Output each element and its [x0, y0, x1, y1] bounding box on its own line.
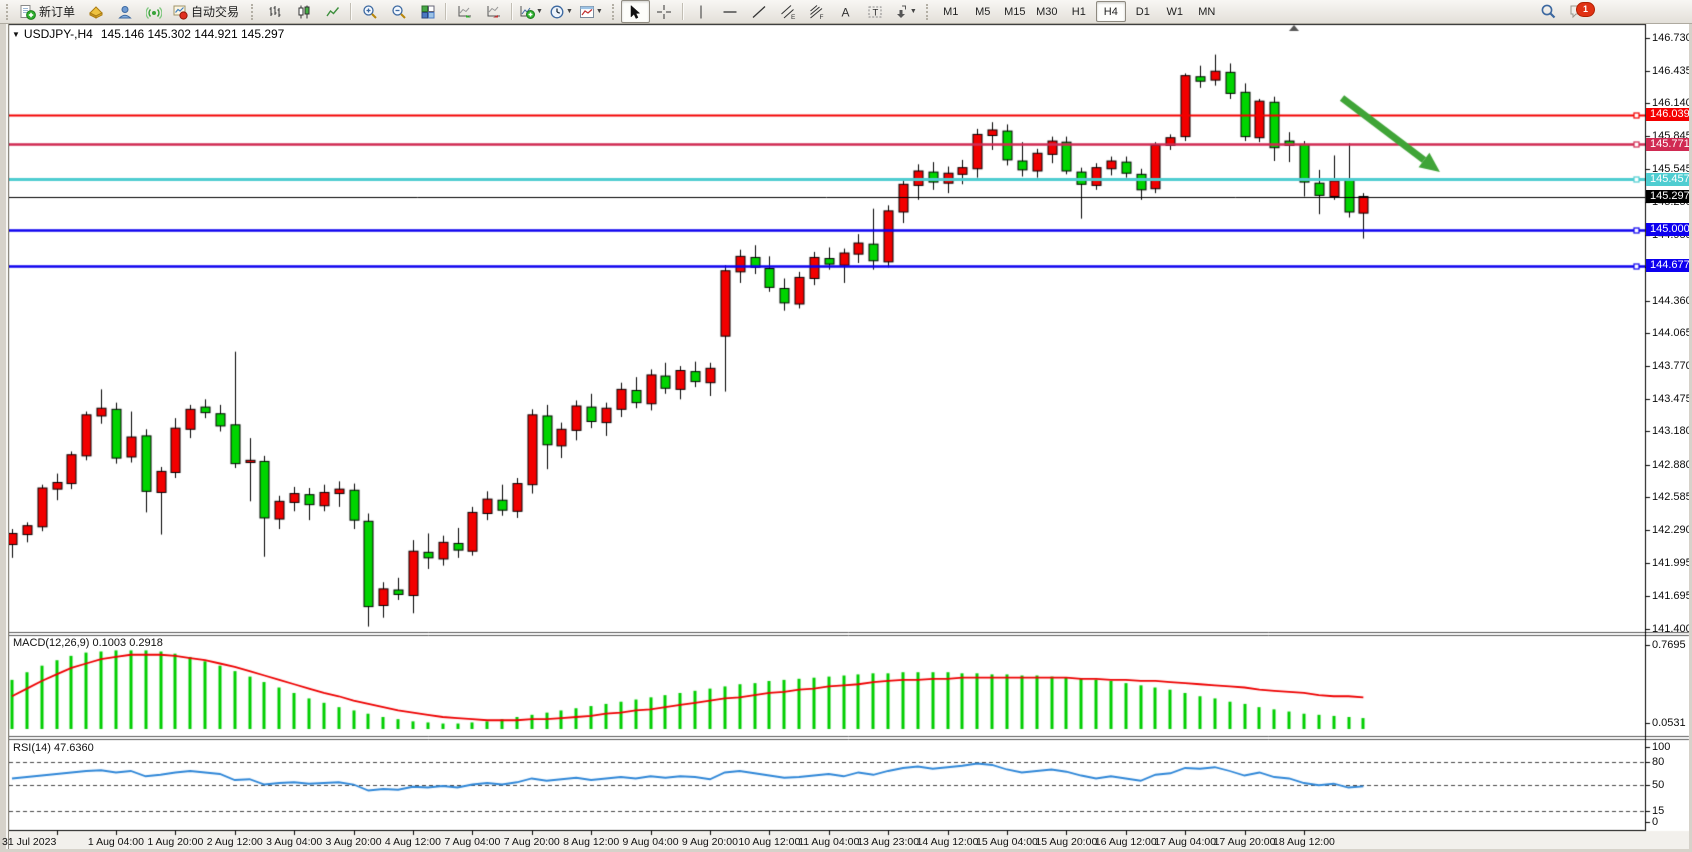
- fibonacci-tool-button[interactable]: F: [803, 0, 832, 23]
- chart-shift-button[interactable]: [479, 0, 508, 23]
- clock-icon: [549, 4, 565, 20]
- ohlc-bars-icon: [267, 4, 283, 20]
- auto-scroll-button[interactable]: [450, 0, 479, 23]
- arrows-icon: [893, 4, 909, 20]
- line-chart-button[interactable]: [318, 0, 347, 23]
- market-profile-button[interactable]: [110, 0, 139, 23]
- line-chart-icon: [325, 4, 341, 20]
- new-order-button[interactable]: 新订单: [15, 0, 81, 23]
- channel-icon: E: [780, 4, 796, 20]
- notification-badge: 1: [1576, 2, 1595, 17]
- fibonacci-icon: F: [809, 4, 825, 20]
- autotrading-label: 自动交易: [191, 5, 240, 19]
- svg-text:E: E: [791, 14, 796, 20]
- profile-icon: [117, 4, 133, 20]
- toolbar-separator: [445, 3, 448, 20]
- timeframe-button-W1[interactable]: W1: [1166, 5, 1184, 18]
- zoom-in-button[interactable]: [355, 0, 384, 23]
- tile-windows-icon: [420, 4, 436, 20]
- cursor-arrow-icon: [627, 4, 643, 20]
- chevron-down-icon: ▼: [536, 8, 543, 15]
- horizontal-line-tool-button[interactable]: [716, 0, 745, 23]
- signals-button[interactable]: [139, 0, 168, 23]
- timeframe-button-D1[interactable]: D1: [1135, 5, 1150, 18]
- search-button[interactable]: [1534, 0, 1563, 23]
- new-order-icon: [19, 4, 36, 20]
- vertical-line-tool-button[interactable]: [687, 0, 716, 23]
- chevron-down-icon: ▼: [595, 8, 603, 15]
- tile-windows-button[interactable]: [413, 0, 442, 23]
- toolbar-grip[interactable]: [611, 3, 617, 20]
- crosshair-tool-button[interactable]: [650, 0, 679, 23]
- notifications-button[interactable]: 1: [1563, 0, 1595, 23]
- chevron-down-icon: ▼: [565, 8, 573, 15]
- chart-shift-icon: [486, 4, 502, 20]
- metaeditor-button[interactable]: [81, 0, 110, 23]
- window-bottom-border: [0, 849, 1692, 852]
- window-left-border: [0, 23, 9, 852]
- toolbar-separator: [681, 3, 684, 20]
- timeframe-button-M15[interactable]: M15: [1004, 5, 1026, 18]
- zoom-out-button[interactable]: [384, 0, 413, 23]
- templates-icon: [579, 4, 595, 20]
- toolbar-grip[interactable]: [925, 3, 931, 20]
- chevron-down-icon: ▼: [909, 8, 917, 15]
- svg-text:T: T: [873, 7, 879, 18]
- search-icon: [1540, 3, 1557, 20]
- templates-button[interactable]: ▼: [576, 0, 606, 23]
- crosshair-icon: [656, 4, 672, 20]
- equidistant-channel-tool-button[interactable]: E: [774, 0, 803, 23]
- text-tool-button[interactable]: A: [832, 0, 861, 23]
- svg-text:A: A: [842, 5, 850, 19]
- toolbar-separator: [511, 3, 514, 20]
- window-right-border: [1689, 23, 1692, 852]
- price-chart-canvas[interactable]: [0, 23, 1692, 852]
- toolbar-grip[interactable]: [6, 3, 11, 20]
- trendline-tool-button[interactable]: [745, 0, 774, 23]
- timeframe-button-H1[interactable]: H1: [1071, 5, 1086, 18]
- svg-text:F: F: [820, 14, 824, 20]
- timeframe-button-M5[interactable]: M5: [975, 5, 991, 18]
- zoom-in-icon: [362, 4, 378, 20]
- timeframe-button-M1[interactable]: M1: [943, 5, 959, 18]
- auto-scroll-icon: [457, 4, 473, 20]
- toolbar-grip[interactable]: [251, 3, 256, 20]
- timeframe-button-MN[interactable]: MN: [1198, 5, 1216, 18]
- text-icon: A: [838, 4, 854, 20]
- indicators-icon: [519, 4, 536, 20]
- trendline-icon: [751, 4, 767, 20]
- autotrading-button[interactable]: 自动交易: [168, 0, 245, 23]
- timeframe-button-H4[interactable]: H4: [1095, 1, 1126, 22]
- timeframe-button-M30[interactable]: M30: [1036, 5, 1058, 18]
- zoom-out-icon: [391, 4, 407, 20]
- periods-button[interactable]: ▼: [546, 0, 576, 23]
- toolbar-right-icons: 1: [1534, 0, 1595, 23]
- chart-area: ▼ USDJPY-,H4 145.146 145.302 144.921 145…: [0, 23, 1692, 852]
- autotrading-icon: [172, 4, 188, 20]
- candlestick-chart-button[interactable]: [289, 0, 318, 23]
- toolbar: 新订单 自动交易: [0, 0, 1692, 24]
- arrows-tool-button[interactable]: ▼: [890, 0, 920, 23]
- text-label-icon: T: [867, 4, 883, 20]
- horizontal-line-icon: [722, 4, 738, 20]
- cursor-tool-button[interactable]: [620, 0, 650, 23]
- metaeditor-icon: [88, 4, 104, 20]
- vertical-line-icon: [693, 4, 709, 20]
- new-order-label: 新订单: [39, 5, 76, 19]
- signal-icon: [145, 4, 162, 20]
- candlestick-icon: [296, 4, 312, 20]
- bar-chart-button[interactable]: [260, 0, 289, 23]
- toolbar-separator: [350, 3, 353, 20]
- text-label-tool-button[interactable]: T: [861, 0, 890, 23]
- indicators-button[interactable]: ▼: [516, 0, 546, 23]
- timeframe-switcher: M1 M5 M15 M30 H1 H4 D1 W1 MN: [935, 1, 1223, 22]
